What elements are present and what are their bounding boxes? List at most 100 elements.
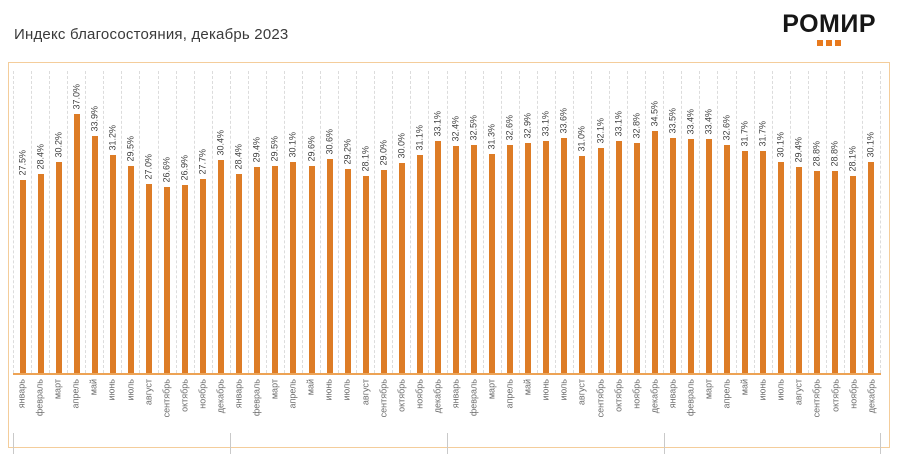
month-tick-label: февраль (34, 379, 45, 417)
bar-value-label: 33.4% (703, 109, 714, 135)
month-slot: апрель (284, 375, 302, 433)
bar-slot-2023-ноябрь: 28.1% (843, 71, 862, 373)
month-tick-label: ноябрь (414, 379, 425, 409)
year-divider (13, 433, 14, 454)
bar-value-label: 28.8% (811, 141, 822, 167)
month-slot: январь (230, 375, 248, 433)
bar (633, 143, 640, 373)
month-slot: май (302, 375, 320, 433)
month-tick-label: сентябрь (811, 379, 822, 418)
romir-logo-dots-icon (782, 40, 876, 46)
month-slot: сентябрь (808, 375, 826, 433)
month-tick-label: январь (667, 379, 678, 409)
month-slot: январь (13, 375, 31, 433)
month-tick-label: декабрь (866, 379, 877, 414)
month-tick-label: август (576, 379, 587, 406)
bar-value-label: 33.1% (613, 111, 624, 137)
month-slot: июнь (320, 375, 338, 433)
year-divider (447, 433, 448, 454)
month-tick-label: февраль (251, 379, 262, 417)
bar-slot-2021-август: 28.1% (356, 71, 374, 373)
bar-value-label: 28.1% (360, 146, 371, 172)
month-tick-label: декабрь (215, 379, 226, 414)
month-slot: февраль (465, 375, 483, 433)
month-tick-label: июнь (323, 379, 334, 401)
bar (145, 184, 152, 373)
bar-value-label: 26.9% (179, 155, 190, 181)
bar-value-label: 31.3% (486, 124, 497, 150)
bar-value-label: 30.4% (215, 130, 226, 156)
bar-slot-2021-январь: 28.4% (229, 71, 248, 373)
month-slot: июль (338, 375, 356, 433)
month-slot: октябрь (176, 375, 194, 433)
bar-slot-2021-октябрь: 30.0% (392, 71, 410, 373)
bar (561, 138, 568, 373)
bar-value-label: 29.4% (251, 137, 262, 163)
bar-value-label: 33.1% (540, 111, 551, 137)
bar-value-label: 31.7% (757, 121, 768, 147)
bar (850, 176, 857, 373)
logo-dot-icon (817, 40, 824, 46)
bar-value-label: 26.6% (161, 157, 172, 183)
bar-value-label: 30.1% (287, 132, 298, 158)
month-slot: март (49, 375, 67, 433)
bar (543, 141, 550, 373)
bar (778, 162, 785, 373)
bar-slot-2023-октябрь: 28.8% (825, 71, 844, 373)
bar-slot-2022-январь: 32.4% (446, 71, 465, 373)
month-tick-label: июль (775, 379, 786, 401)
month-tick-label: январь (450, 379, 461, 409)
bar-slot-2022-октябрь: 33.1% (609, 71, 627, 373)
bar-slot-2022-август: 31.0% (572, 71, 591, 373)
month-tick-label: июль (558, 379, 569, 401)
plot-area: 27.5% 28.4% 30.2% 37.0% 33.9% 31.2% 29.5% 27.0%… (13, 71, 881, 454)
bar-slot-2020-октябрь: 26.9% (175, 71, 194, 373)
month-tick-label: май (522, 379, 533, 396)
bar (91, 136, 98, 373)
bar-slot-2020-июнь: 31.2% (103, 71, 121, 373)
bar-value-label: 29.5% (269, 136, 280, 162)
bar (723, 145, 730, 373)
bar-slot-2020-март: 30.2% (49, 71, 67, 373)
bar-value-label: 31.7% (739, 121, 750, 147)
bar-value-label: 37.0% (71, 84, 82, 110)
month-slot: ноябрь (411, 375, 429, 433)
bar (760, 151, 767, 373)
bar (398, 163, 405, 373)
month-slot: сентябрь (158, 375, 176, 433)
bar-slot-2022-июнь: 33.1% (536, 71, 555, 373)
month-slot: апрель (501, 375, 519, 433)
bar (254, 167, 261, 373)
bar (579, 156, 586, 373)
bar (200, 179, 207, 373)
month-slot: июль (772, 375, 790, 433)
month-slot: август (140, 375, 158, 433)
bar (164, 187, 171, 373)
month-tick-label: март (703, 379, 714, 400)
bar-slot-2023-январь: 33.5% (663, 71, 681, 373)
month-slot: октябрь (610, 375, 628, 433)
bar-value-label: 29.5% (125, 136, 136, 162)
bar (651, 131, 658, 373)
month-tick-label: июнь (757, 379, 768, 401)
month-tick-label: февраль (468, 379, 479, 417)
bar (814, 171, 821, 373)
month-tick-label: март (269, 379, 280, 400)
bar (868, 162, 875, 373)
bar (434, 141, 441, 373)
month-slot: июнь (537, 375, 555, 433)
bar-value-label: 32.6% (504, 115, 515, 141)
bar-slot-2022-сентябрь: 32.1% (591, 71, 609, 373)
chart-frame: 27.5% 28.4% 30.2% 37.0% 33.9% 31.2% 29.5% 27.0%… (8, 62, 890, 454)
bar-slot-2023-июнь: 31.7% (753, 71, 772, 373)
bar-slot-2023-июль: 30.1% (771, 71, 790, 373)
bar-value-label: 30.2% (53, 132, 64, 158)
bar-slot-2022-декабрь: 34.5% (645, 71, 663, 373)
year-axis: 2020202120222023 (13, 433, 881, 454)
bar-slot-2020-апрель: 37.0% (67, 71, 85, 373)
month-slot: октябрь (393, 375, 411, 433)
month-tick-label: февраль (685, 379, 696, 417)
month-slot: август (356, 375, 374, 433)
bar-value-label: 33.1% (432, 111, 443, 137)
month-slot: февраль (248, 375, 266, 433)
